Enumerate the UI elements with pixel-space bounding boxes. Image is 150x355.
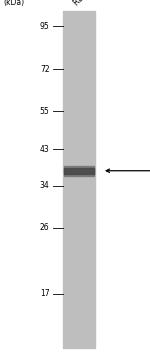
Text: 72: 72	[40, 65, 50, 74]
Text: 43: 43	[40, 145, 50, 154]
Text: Rat testis: Rat testis	[72, 0, 105, 7]
Bar	[63, 11, 94, 348]
Text: 95: 95	[40, 22, 50, 31]
Bar	[64, 168, 94, 174]
Text: 55: 55	[40, 107, 50, 116]
Text: 34: 34	[40, 181, 50, 191]
Text: 17: 17	[40, 289, 50, 298]
Text: 26: 26	[40, 223, 50, 232]
Text: MW
(kDa): MW (kDa)	[3, 0, 24, 7]
Bar	[64, 166, 94, 176]
